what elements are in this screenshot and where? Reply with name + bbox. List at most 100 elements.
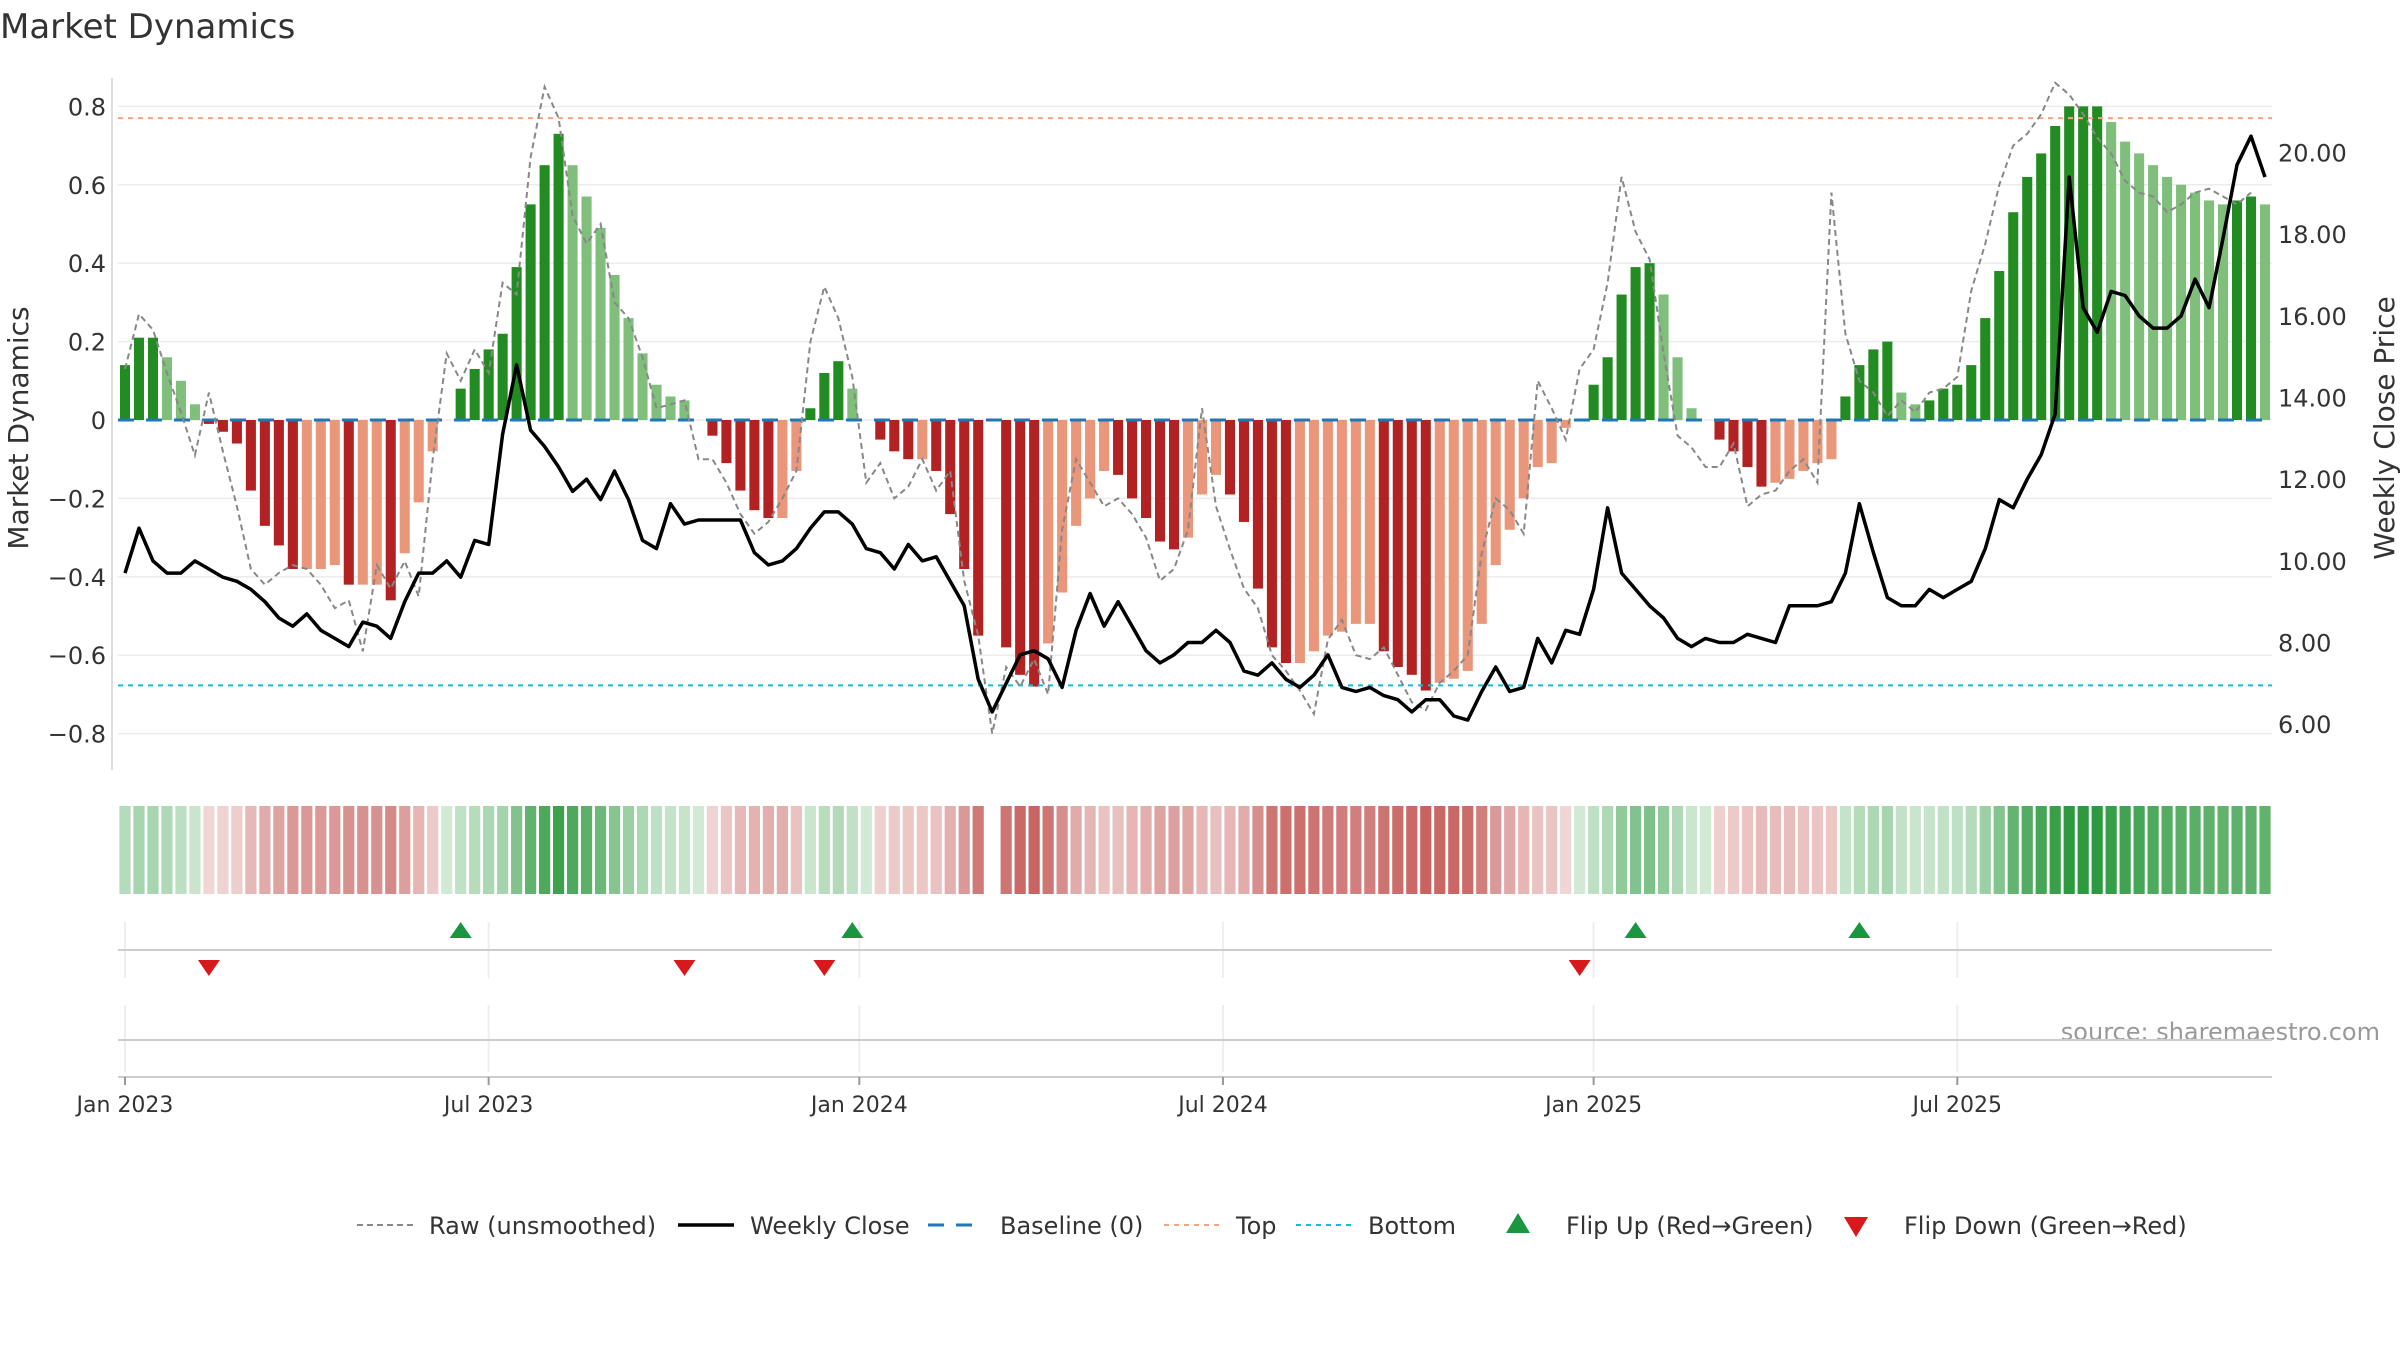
y-tick-label: −0.4 xyxy=(48,564,106,592)
momentum-bar xyxy=(1476,420,1487,624)
flip-down-marker xyxy=(673,960,696,976)
momentum-bar xyxy=(1462,420,1473,671)
momentum-bar xyxy=(1644,263,1655,420)
momentum-bar xyxy=(749,420,760,511)
heat-cell xyxy=(1616,806,1628,894)
heat-cell xyxy=(636,806,649,894)
x-tick-label: Jul 2025 xyxy=(1911,1093,2003,1118)
heat-cell xyxy=(846,806,858,894)
flip-up-marker xyxy=(841,922,864,938)
momentum-bar xyxy=(833,361,844,420)
momentum-bar xyxy=(1980,318,1991,420)
momentum-bar xyxy=(1099,420,1110,471)
heat-cell xyxy=(2021,806,2033,894)
heat-cell xyxy=(1154,806,1166,894)
heat-cell xyxy=(497,806,509,894)
momentum-bar xyxy=(1966,365,1977,420)
heat-cell xyxy=(2175,806,2187,894)
heat-cell xyxy=(1420,806,1432,894)
flip-down-marker xyxy=(813,960,836,976)
heat-cell xyxy=(608,806,621,894)
legend-label: Flip Up (Red→Green) xyxy=(1566,1212,1814,1240)
heat-cell xyxy=(916,806,928,894)
momentum-bar xyxy=(1420,420,1431,691)
flip-up-marker xyxy=(1624,922,1647,938)
heat-cell xyxy=(1490,806,1502,894)
flip-down-marker xyxy=(1568,960,1591,976)
heat-cell xyxy=(566,806,579,894)
momentum-bar xyxy=(1434,420,1445,683)
momentum-bar xyxy=(959,420,970,569)
momentum-bar xyxy=(581,196,592,420)
flip-markers xyxy=(118,922,2272,1041)
chart-title: Market Dynamics xyxy=(0,7,295,47)
heat-cell xyxy=(273,806,285,894)
heat-cell xyxy=(2259,806,2271,894)
legend-label: Flip Down (Green→Red) xyxy=(1904,1212,2187,1240)
momentum-bar xyxy=(1196,420,1208,495)
y-tick-label: −0.6 xyxy=(48,642,106,670)
heat-cell xyxy=(343,806,355,894)
momentum-bar xyxy=(455,388,466,420)
momentum-bar xyxy=(609,274,620,420)
heat-cell xyxy=(2231,806,2243,894)
momentum-bar xyxy=(1308,420,1319,652)
heat-cell xyxy=(1392,806,1404,894)
momentum-bar xyxy=(1812,420,1823,464)
heat-cell xyxy=(958,806,970,894)
momentum-bar xyxy=(1071,420,1082,526)
y2-tick-label: 12.00 xyxy=(2278,466,2347,494)
heat-cell xyxy=(1518,806,1530,894)
heat-cell xyxy=(1504,806,1516,894)
momentum-bar xyxy=(399,420,410,554)
heat-cell xyxy=(1895,806,1907,894)
momentum-bar xyxy=(889,420,900,452)
heat-cell xyxy=(1629,806,1642,894)
heat-cell xyxy=(385,806,397,894)
momentum-bar xyxy=(665,396,676,420)
momentum-bar xyxy=(1043,420,1054,644)
heat-cell xyxy=(1685,806,1698,894)
momentum-bar xyxy=(1952,384,1963,420)
heat-cell xyxy=(1797,806,1810,894)
heat-cell xyxy=(1574,806,1586,894)
momentum-bar xyxy=(637,353,648,420)
momentum-bar xyxy=(497,333,508,420)
momentum-bar xyxy=(1938,388,1949,420)
momentum-bar xyxy=(1630,267,1641,420)
y2-tick-label: 10.00 xyxy=(2278,548,2347,576)
momentum-bar xyxy=(511,267,522,420)
heat-cell xyxy=(483,806,495,894)
momentum-bar xyxy=(189,404,200,420)
heat-cell xyxy=(1979,806,1991,894)
momentum-bar xyxy=(2176,184,2187,420)
heat-cell xyxy=(2147,806,2159,894)
heat-cell xyxy=(1727,806,1740,894)
heat-cell xyxy=(287,806,299,894)
heat-cell xyxy=(2119,806,2131,894)
momentum-bar xyxy=(1840,396,1851,420)
momentum-bar xyxy=(763,420,774,519)
heat-cell xyxy=(2217,806,2229,894)
momentum-bar xyxy=(1616,294,1627,420)
heat-cell xyxy=(2189,806,2201,894)
momentum-bar xyxy=(2218,204,2229,420)
momentum-bar xyxy=(273,420,284,546)
heat-cell xyxy=(119,806,131,894)
heat-cell xyxy=(511,806,523,894)
momentum-bar xyxy=(259,420,270,526)
heat-cell xyxy=(133,806,145,894)
heat-cell xyxy=(1657,806,1670,894)
momentum-bar xyxy=(2231,200,2243,420)
momentum-bar xyxy=(1322,420,1333,636)
heat-cell xyxy=(1881,806,1893,894)
momentum-bar xyxy=(245,420,256,491)
heat-cell xyxy=(1364,806,1376,894)
heat-cell xyxy=(1839,806,1851,894)
axes-layer: −0.8 −0.6 −0.4 −0.2 0 0.2 0.4 0.6 0.8 6.00 8.00 10.… xyxy=(48,78,2347,1118)
heat-cell xyxy=(161,806,173,894)
momentum-bar xyxy=(1168,420,1180,550)
y-tick-label: −0.8 xyxy=(48,721,106,749)
heat-cell xyxy=(972,806,984,894)
momentum-bar xyxy=(1546,420,1557,464)
